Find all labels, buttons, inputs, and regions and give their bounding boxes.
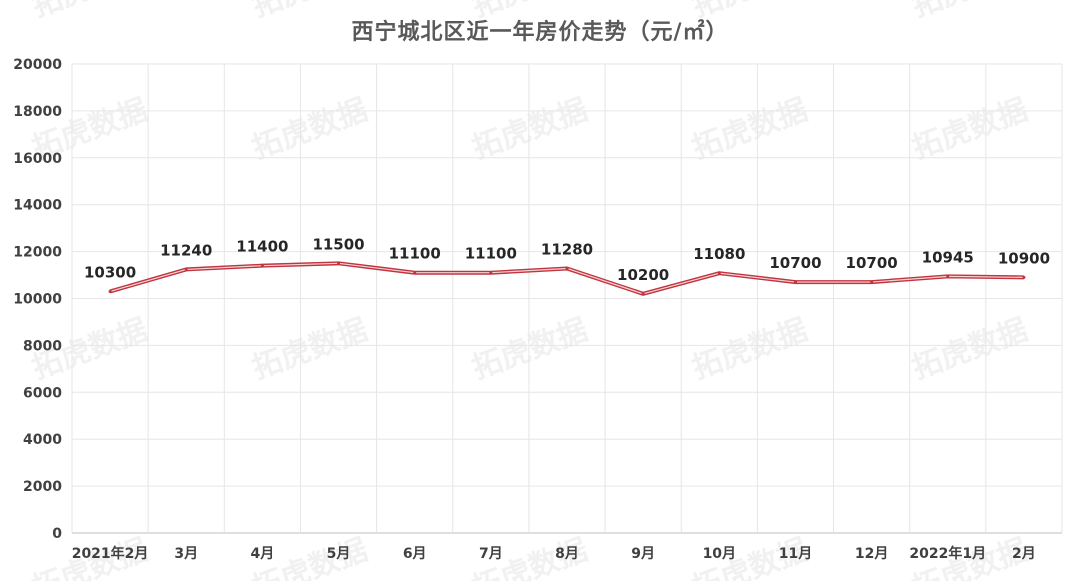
data-label: 11500 xyxy=(312,235,364,253)
data-point xyxy=(641,292,645,296)
x-axis: 2021年2月 3月 4月 5月 6月 7月 8月 9月 10月 11月 12月 2022年1月 2月 xyxy=(72,545,1036,562)
watermark-text: 拓虎数据 xyxy=(248,312,373,386)
data-label: 11400 xyxy=(236,238,288,256)
gridlines xyxy=(71,63,1063,534)
x-tick-label: 7月 xyxy=(479,546,503,562)
data-point xyxy=(946,274,950,278)
watermark-text: 拓虎数据 xyxy=(468,312,593,386)
y-tick-label: 8000 xyxy=(23,338,62,354)
x-tick-label: 11月 xyxy=(779,546,812,562)
y-tick-label: 14000 xyxy=(13,198,62,214)
data-label: 11100 xyxy=(389,245,441,263)
x-tick-label: 2月 xyxy=(1012,546,1036,562)
data-label: 11100 xyxy=(465,245,517,263)
data-point xyxy=(413,271,417,275)
watermark-text: 拓虎数据 xyxy=(248,92,373,166)
x-tick-label: 2021年2月 xyxy=(72,545,149,562)
data-point xyxy=(793,280,797,284)
data-label: 10700 xyxy=(769,254,821,272)
watermark-text: 拓虎数据 xyxy=(688,92,813,166)
data-label: 11280 xyxy=(541,240,593,258)
data-point xyxy=(717,271,721,275)
y-tick-label: 4000 xyxy=(23,432,62,448)
data-point xyxy=(108,289,112,293)
data-label: 10300 xyxy=(84,263,136,281)
data-label: 10700 xyxy=(846,254,898,272)
y-tick-label: 16000 xyxy=(13,151,62,167)
data-point xyxy=(565,266,569,270)
data-point xyxy=(489,271,493,275)
y-tick-label: 12000 xyxy=(13,245,62,261)
data-point xyxy=(184,267,188,271)
y-tick-label: 18000 xyxy=(13,104,62,120)
data-label: 10200 xyxy=(617,266,669,284)
x-tick-label: 4月 xyxy=(251,546,275,562)
y-tick-label: 6000 xyxy=(23,385,62,401)
chart-title: 西宁城北区近一年房价走势（元/㎡） xyxy=(351,20,729,45)
x-tick-label: 12月 xyxy=(855,546,888,562)
x-tick-label: 8月 xyxy=(555,546,579,562)
x-tick-label: 5月 xyxy=(327,546,351,562)
y-tick-label: 20000 xyxy=(13,57,62,73)
data-label: 11080 xyxy=(693,245,745,263)
data-label: 10900 xyxy=(998,249,1050,267)
x-tick-label: 2022年1月 xyxy=(909,545,986,562)
data-label: 11240 xyxy=(160,241,212,259)
x-tick-label: 9月 xyxy=(631,546,655,562)
watermark-text: 拓虎数据 xyxy=(908,312,1033,386)
data-labels: 10300 11240 11400 11500 11100 11100 11280 10200… xyxy=(84,235,1050,283)
x-tick-label: 10月 xyxy=(703,546,736,562)
data-point xyxy=(1022,275,1026,279)
y-axis: 0 2000 4000 6000 8000 10000 12000 14000 16000 180… xyxy=(13,57,62,542)
data-point xyxy=(260,264,264,268)
watermark-text: 拓虎数据 xyxy=(468,92,593,166)
data-label: 10945 xyxy=(922,248,974,266)
data-point xyxy=(870,280,874,284)
watermark-text: 拓虎数据 xyxy=(688,312,813,386)
y-tick-label: 2000 xyxy=(23,479,62,495)
y-tick-label: 0 xyxy=(52,526,62,542)
y-tick-label: 10000 xyxy=(13,292,62,308)
x-tick-label: 3月 xyxy=(174,546,198,562)
series-layer xyxy=(108,261,1026,296)
watermark-text: 拓虎数据 xyxy=(908,92,1033,166)
data-point xyxy=(337,261,341,265)
x-tick-label: 6月 xyxy=(403,546,427,562)
